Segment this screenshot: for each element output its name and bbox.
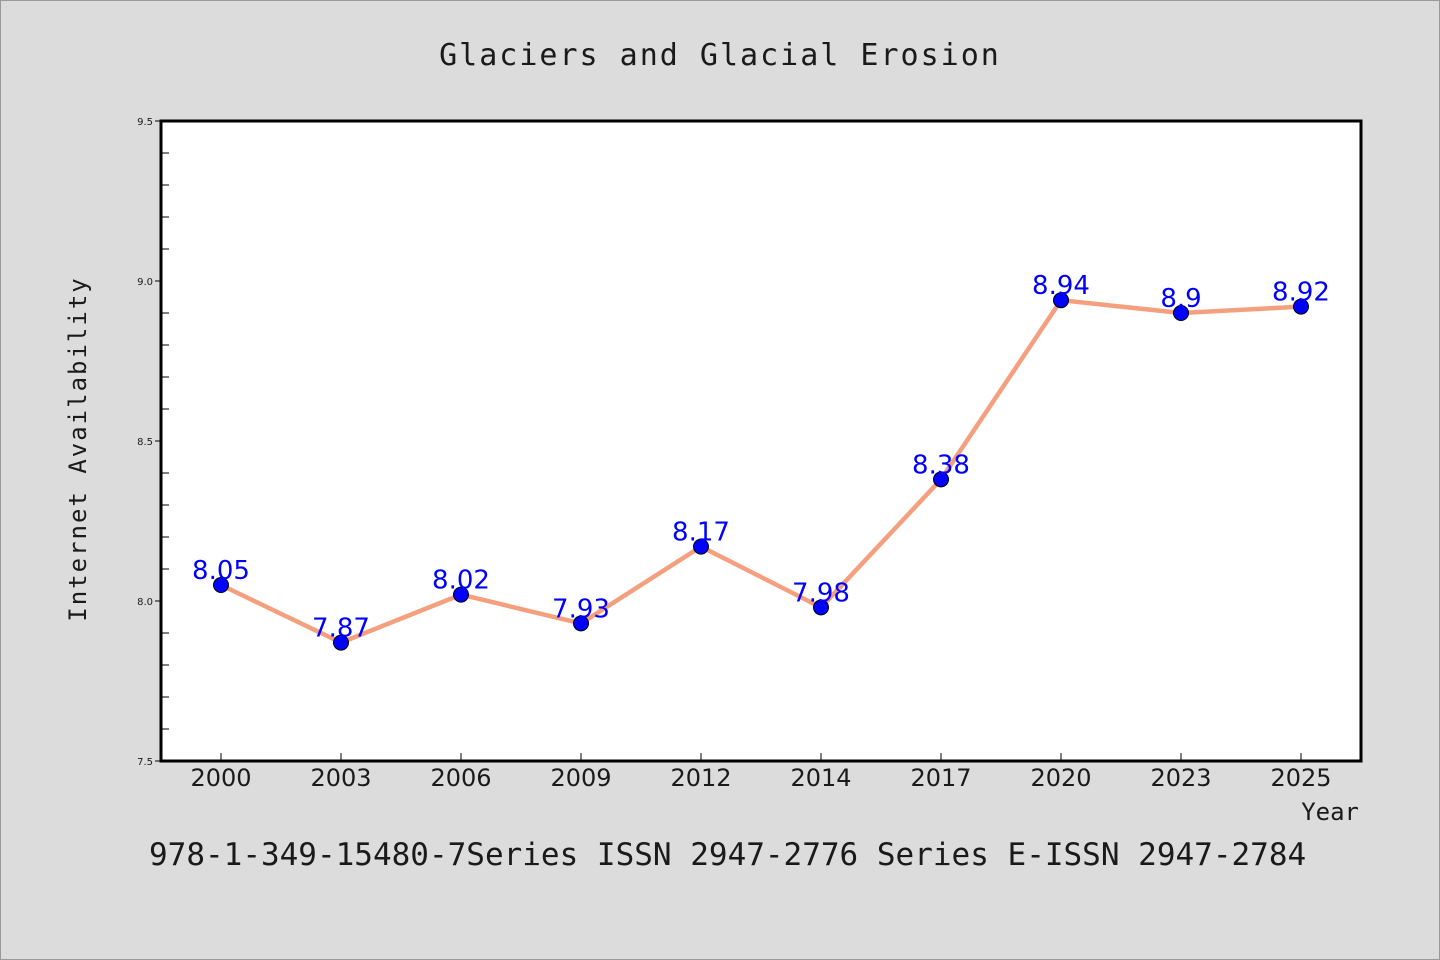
data-label: 8.38 xyxy=(912,450,970,480)
data-point xyxy=(333,634,349,651)
y-axis: 7.5 8.0 8.5 9.0 9.5 xyxy=(137,117,169,768)
y-tick-label: 9.0 xyxy=(137,277,153,288)
data-point xyxy=(213,577,229,593)
data-label: 8.02 xyxy=(432,566,490,596)
data-labels: 8.05 7.87 8.02 7.93 8.17 7.98 8.38 8.94 8.9 8.92 xyxy=(192,271,1330,643)
data-point xyxy=(693,538,709,555)
x-tick-label: 2009 xyxy=(550,764,611,792)
x-tick-label: 2023 xyxy=(1150,764,1211,792)
data-point xyxy=(1293,298,1309,315)
x-tick-label: 2014 xyxy=(790,764,851,792)
x-tick-label: 2017 xyxy=(910,764,971,792)
series-line xyxy=(218,297,1304,645)
data-label: 8.05 xyxy=(192,556,250,586)
data-label: 8.9 xyxy=(1160,284,1201,314)
data-point xyxy=(573,615,589,632)
x-tick-label: 2020 xyxy=(1030,764,1091,792)
x-axis: 2000 2003 2006 2009 2012 2014 2017 2020 2023 2025 xyxy=(190,753,1332,792)
chart-title: Glaciers and Glacial Erosion xyxy=(439,38,1001,73)
series xyxy=(213,292,1309,651)
data-label: 8.17 xyxy=(672,518,730,548)
x-tick-label: 2006 xyxy=(430,764,491,792)
data-label: 7.93 xyxy=(552,594,610,624)
y-axis-label: Internet Availability xyxy=(64,276,92,621)
x-tick-label: 2003 xyxy=(310,764,371,792)
y-tick-label: 7.5 xyxy=(137,757,153,768)
data-point xyxy=(933,471,949,488)
footer-isbn-issn: 978-1-349-15480-7Series ISSN 2947-2776 S… xyxy=(149,837,1306,873)
plot-area xyxy=(159,119,1363,763)
y-tick-label: 8.5 xyxy=(137,437,153,448)
data-point xyxy=(1173,305,1189,321)
x-tick-label: 2012 xyxy=(670,764,731,792)
data-point xyxy=(1053,292,1069,309)
x-tick-label: 2000 xyxy=(190,764,251,792)
data-label: 8.94 xyxy=(1032,271,1090,301)
x-tick-label: 2025 xyxy=(1270,764,1331,792)
y-tick-label: 8.0 xyxy=(137,597,153,608)
data-label: 8.92 xyxy=(1272,278,1330,308)
data-label: 7.87 xyxy=(312,614,370,644)
x-axis-label: Year xyxy=(1301,798,1359,826)
data-point xyxy=(813,599,829,616)
data-label: 7.98 xyxy=(792,578,850,608)
data-point xyxy=(453,586,469,603)
y-tick-label: 9.5 xyxy=(137,117,153,128)
